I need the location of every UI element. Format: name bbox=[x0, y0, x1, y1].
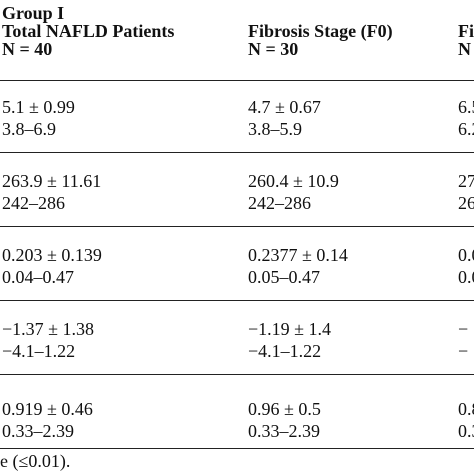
cell-mean: 0.0 bbox=[458, 245, 474, 265]
cell-range: 242–286 bbox=[248, 193, 311, 213]
cell-range: 0.04–0.47 bbox=[2, 267, 74, 287]
cell-mean: 263.9 ± 11.61 bbox=[2, 171, 102, 191]
table-cell: 27 26 bbox=[458, 170, 474, 214]
table-cell: 0.919 ± 0.46 0.33–2.39 bbox=[2, 398, 93, 442]
table-cell: 0.96 ± 0.5 0.33–2.39 bbox=[248, 398, 321, 442]
header-n-f0: N = 30 bbox=[248, 39, 299, 59]
header-col3-title: Fi bbox=[458, 21, 474, 41]
header-n-total: N = 40 bbox=[2, 39, 53, 59]
table-cell: −1.19 ± 1.4 −4.1–1.22 bbox=[248, 318, 331, 362]
table-cell: 0.203 ± 0.139 0.04–0.47 bbox=[2, 244, 102, 288]
cell-mean: 4.7 ± 0.67 bbox=[248, 97, 321, 117]
row-rule bbox=[0, 300, 474, 301]
cell-mean: 5.1 ± 0.99 bbox=[2, 97, 75, 117]
table-cell: 6.5 6.2 bbox=[458, 96, 474, 140]
table-footnote: e (≤0.01). bbox=[0, 451, 71, 471]
cell-mean: 0.919 ± 0.46 bbox=[2, 399, 93, 419]
table-cell: 0.2377 ± 0.14 0.05–0.47 bbox=[248, 244, 348, 288]
header-f0-blank bbox=[248, 4, 393, 22]
cell-range: 0.33–2.39 bbox=[2, 421, 74, 441]
table-cell: 263.9 ± 11.61 242–286 bbox=[2, 170, 101, 214]
header-total-nafld: Total NAFLD Patients bbox=[2, 21, 175, 41]
header-col3-blank bbox=[458, 4, 474, 22]
table-cell: −1.37 ± 1.38 −4.1–1.22 bbox=[2, 318, 94, 362]
cell-mean: 0.203 ± 0.139 bbox=[2, 245, 102, 265]
cell-range: − bbox=[458, 341, 469, 361]
cell-range: 6.2 bbox=[458, 119, 474, 139]
cell-mean: 260.4 ± 10.9 bbox=[248, 171, 339, 191]
cell-range: 3.8–5.9 bbox=[248, 119, 302, 139]
header-group-i: Group I Total NAFLD Patients N = 40 bbox=[2, 4, 174, 58]
row-rule bbox=[0, 374, 474, 375]
table-cell: 0.8 0.3 bbox=[458, 398, 474, 442]
cell-range: 0.3 bbox=[458, 421, 474, 441]
cell-mean: −1.19 ± 1.4 bbox=[248, 319, 332, 339]
cell-mean: 6.5 bbox=[458, 97, 474, 117]
row-rule bbox=[0, 226, 474, 227]
cell-range: 0.05–0.47 bbox=[248, 267, 320, 287]
cell-range: 242–286 bbox=[2, 193, 65, 213]
table-cell: − − bbox=[458, 318, 468, 362]
cell-mean: 27 bbox=[458, 171, 474, 191]
table-cell: 4.7 ± 0.67 3.8–5.9 bbox=[248, 96, 321, 140]
table-cell: 5.1 ± 0.99 3.8–6.9 bbox=[2, 96, 75, 140]
cell-mean: − bbox=[458, 319, 469, 339]
header-col3: Fi N bbox=[458, 4, 474, 58]
header-group-label: Group I bbox=[2, 3, 65, 23]
cell-range: −4.1–1.22 bbox=[248, 341, 322, 361]
cell-mean: −1.37 ± 1.38 bbox=[2, 319, 95, 339]
cell-mean: 0.8 bbox=[458, 399, 474, 419]
header-col3-n: N bbox=[458, 39, 471, 59]
cell-range: 0.0 bbox=[458, 267, 474, 287]
cell-mean: 0.2377 ± 0.14 bbox=[248, 245, 348, 265]
row-rule bbox=[0, 152, 474, 153]
bottom-rule bbox=[0, 448, 474, 449]
header-f0: Fibrosis Stage (F0) N = 30 bbox=[248, 4, 393, 58]
table-cell: 260.4 ± 10.9 242–286 bbox=[248, 170, 339, 214]
cell-mean: 0.96 ± 0.5 bbox=[248, 399, 321, 419]
cell-range: 3.8–6.9 bbox=[2, 119, 56, 139]
header-fibrosis-stage-f0: Fibrosis Stage (F0) bbox=[248, 21, 393, 41]
cell-range: −4.1–1.22 bbox=[2, 341, 76, 361]
header-rule bbox=[0, 80, 474, 81]
cell-range: 0.33–2.39 bbox=[248, 421, 320, 441]
cell-range: 26 bbox=[458, 193, 474, 213]
table-cell: 0.0 0.0 bbox=[458, 244, 474, 288]
